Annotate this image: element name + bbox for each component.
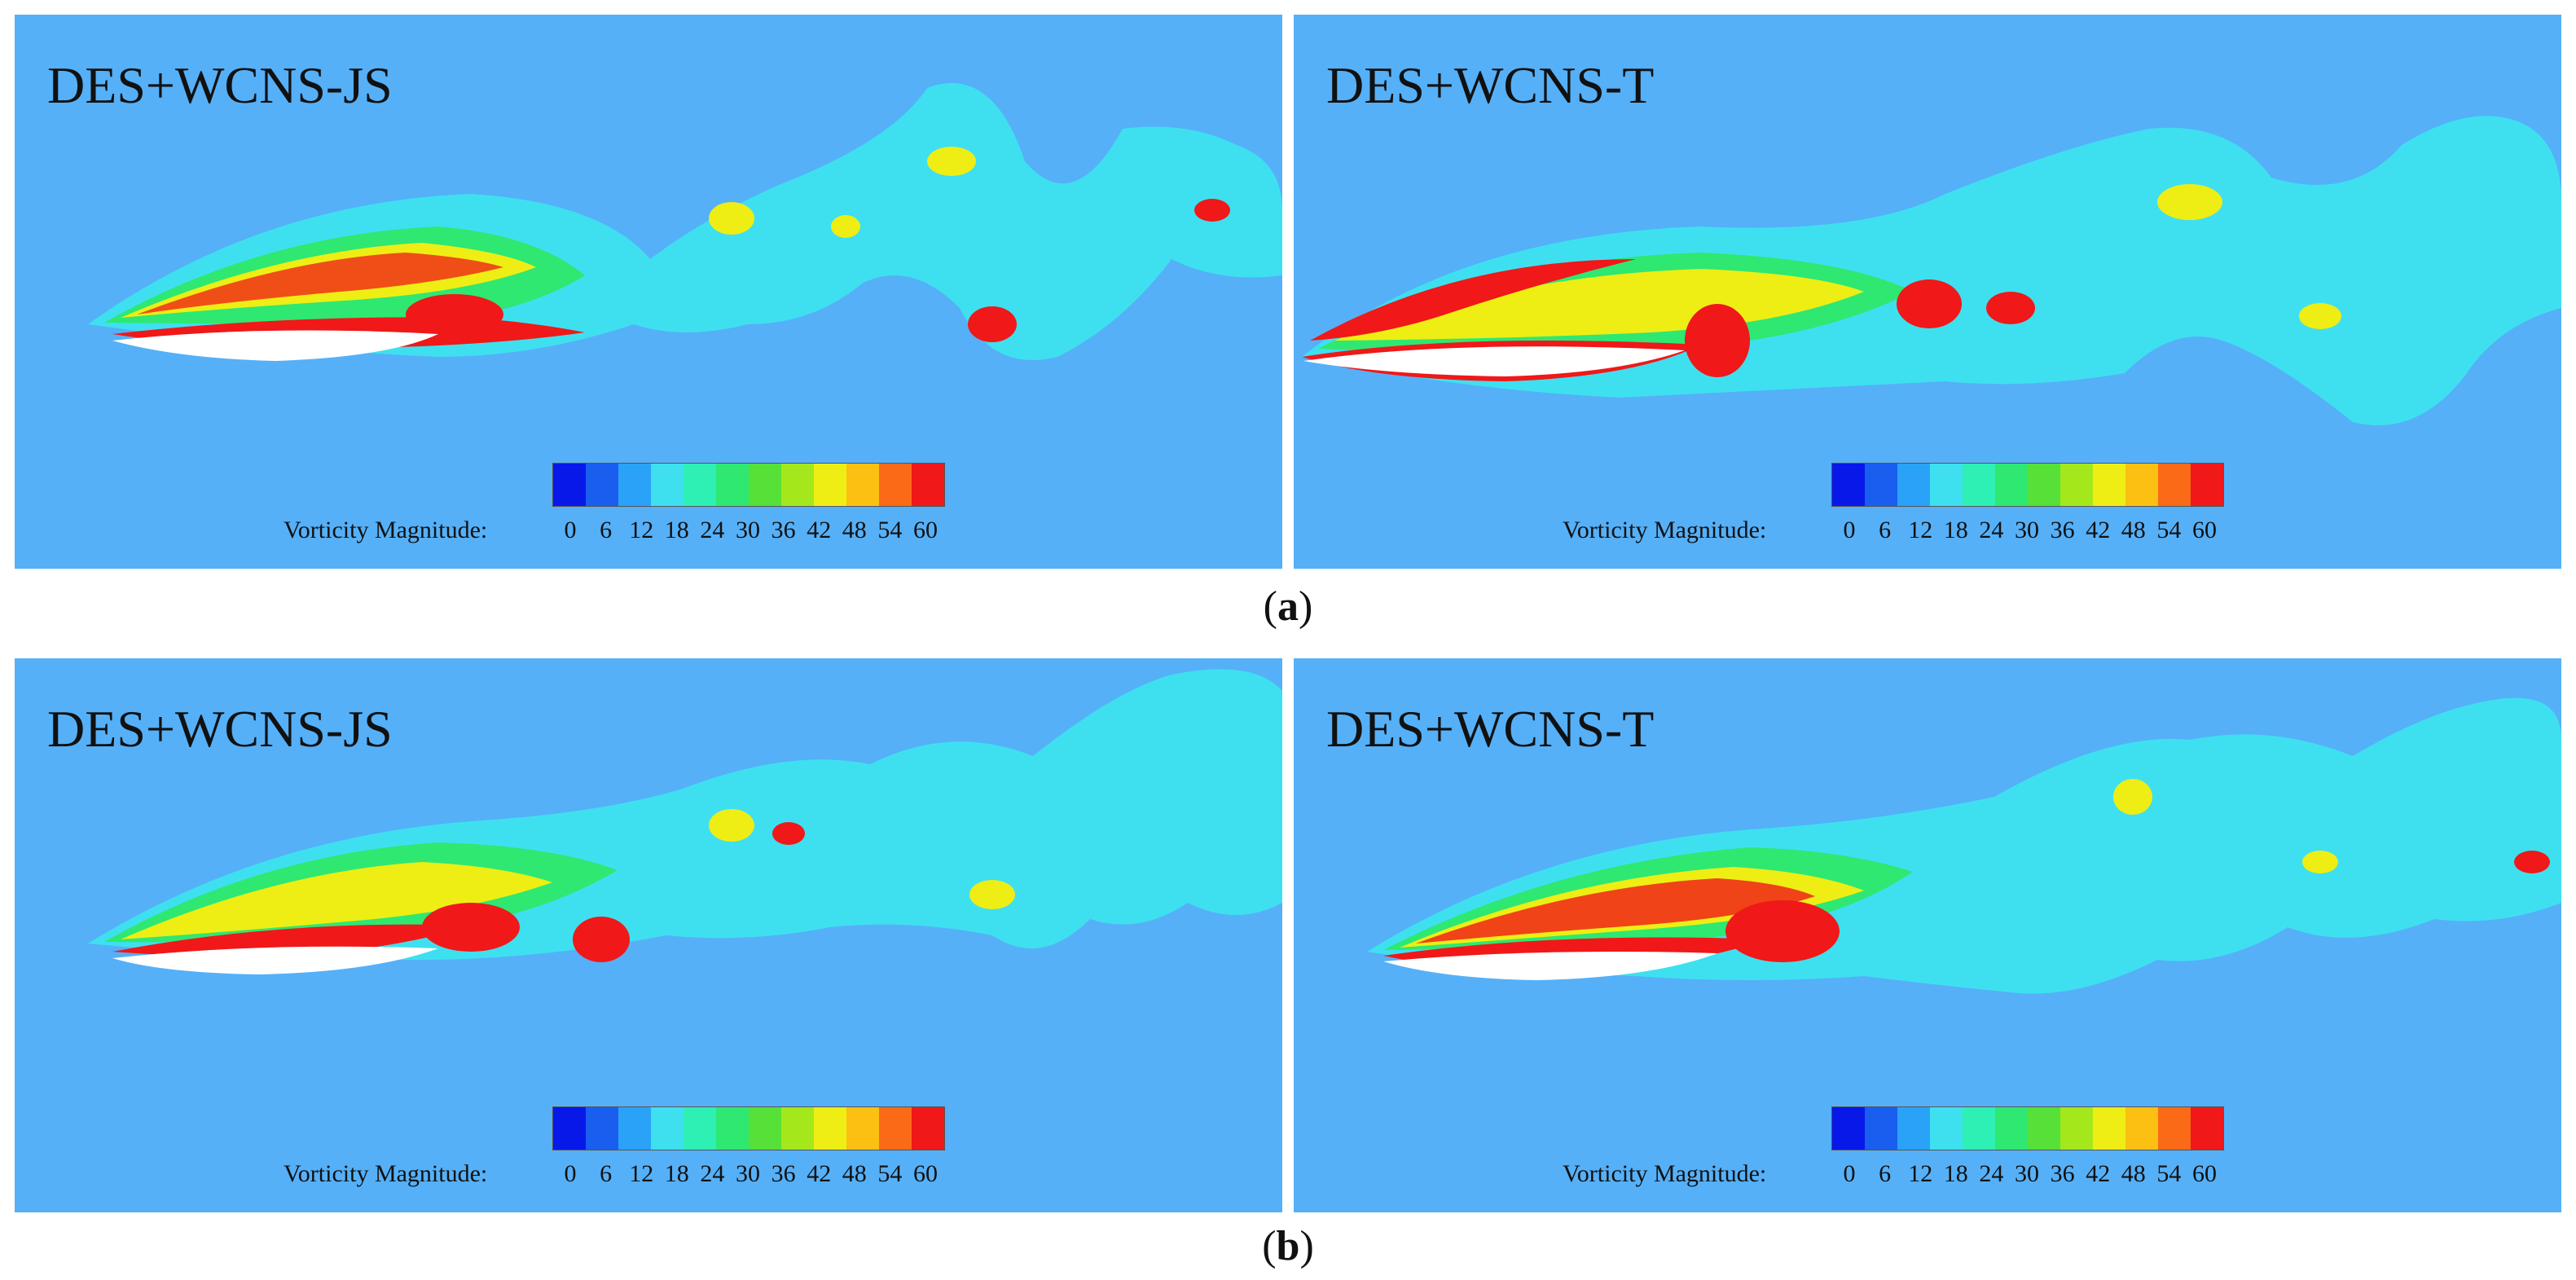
panel-title: DES+WCNS-T xyxy=(1326,700,1655,758)
vorticity-field xyxy=(1367,697,2561,994)
panel-title: DES+WCNS-T xyxy=(1326,56,1655,114)
panel-b-t: DES+WCNS-T Vorticity Magnitude: 0 6 12 18 24 3… xyxy=(1294,658,2561,1212)
vorticity-field xyxy=(88,83,1282,361)
caption-b: (b) xyxy=(1262,1223,1314,1269)
panel-a-t: DES+WCNS-T Vorticity Magnitude: 0 6 12 18 24 3… xyxy=(1294,15,2561,569)
panel-title: DES+WCNS-JS xyxy=(47,700,393,758)
panel-a-js: DES+WCNS-JS Vorticity Magnitude: 0 6 12 18 24… xyxy=(15,15,1282,569)
panel-title: DES+WCNS-JS xyxy=(47,56,393,114)
panel-b-js: DES+WCNS-JS Vorticity Magnitude: 0 6 12 18 24… xyxy=(15,658,1282,1212)
caption-a: (a) xyxy=(1263,583,1313,630)
vorticity-field xyxy=(88,669,1282,974)
vorticity-field xyxy=(1302,116,2561,425)
